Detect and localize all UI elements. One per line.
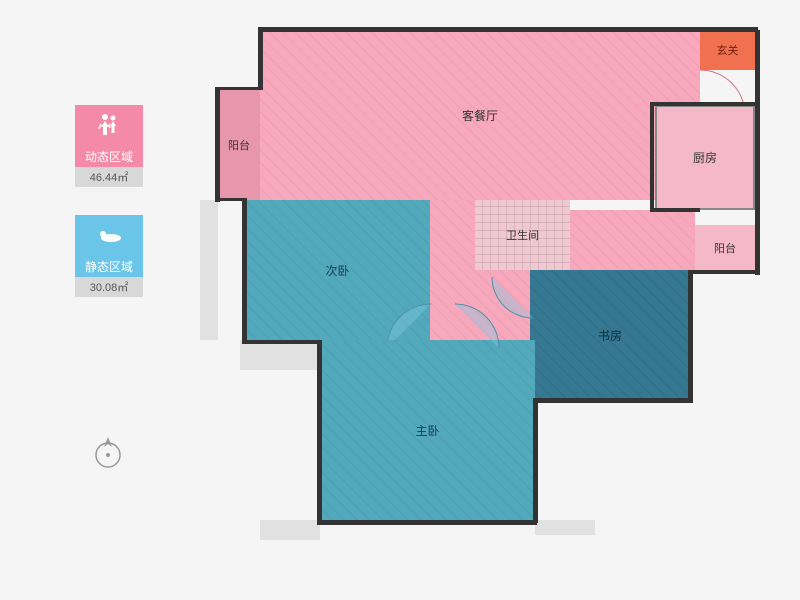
dynamic-value: 46.44㎡ bbox=[75, 167, 143, 187]
static-value: 30.08㎡ bbox=[75, 277, 143, 297]
dynamic-icon bbox=[75, 105, 143, 145]
door-arc-master bbox=[453, 302, 501, 350]
balcony2-label: 阳台 bbox=[714, 240, 736, 256]
dynamic-label: 动态区域 bbox=[75, 145, 143, 167]
room-corridor bbox=[570, 210, 695, 270]
people-icon bbox=[95, 111, 123, 139]
entrance-label: 玄关 bbox=[717, 42, 739, 58]
static-label: 静态区域 bbox=[75, 255, 143, 277]
room-master: 主卧 bbox=[320, 340, 535, 520]
bedroom2-label: 次卧 bbox=[325, 262, 349, 279]
balcony1-label: 阳台 bbox=[228, 137, 250, 153]
room-living: 客餐厅 bbox=[260, 30, 700, 200]
legend-static: 静态区域 30.08㎡ bbox=[75, 215, 143, 297]
room-kitchen: 厨房 bbox=[655, 105, 755, 210]
living-label: 客餐厅 bbox=[462, 107, 498, 124]
compass-icon bbox=[90, 435, 126, 471]
room-bathroom: 卫生间 bbox=[475, 200, 570, 270]
floorplan: 客餐厅 阳台 玄关 厨房 卫生间 阳台 次卧 书房 bbox=[200, 30, 780, 570]
room-balcony1: 阳台 bbox=[218, 90, 260, 200]
kitchen-label: 厨房 bbox=[693, 149, 717, 166]
room-study: 书房 bbox=[530, 270, 690, 400]
room-entrance: 玄关 bbox=[700, 30, 755, 70]
bathroom-label: 卫生间 bbox=[506, 227, 539, 243]
legend-dynamic: 动态区域 46.44㎡ bbox=[75, 105, 143, 187]
sleep-icon bbox=[95, 225, 123, 245]
master-label: 主卧 bbox=[415, 422, 439, 439]
study-label: 书房 bbox=[598, 327, 622, 344]
static-icon bbox=[75, 215, 143, 255]
room-balcony2: 阳台 bbox=[695, 225, 755, 270]
